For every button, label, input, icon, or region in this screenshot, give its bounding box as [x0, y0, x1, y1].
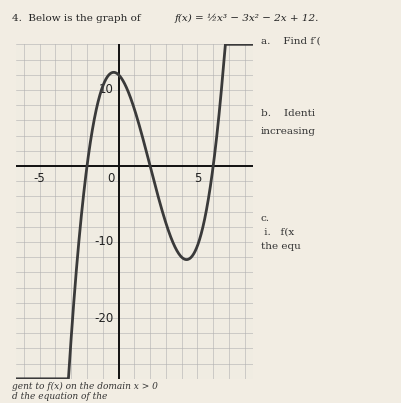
- Text: d the equation of the: d the equation of the: [12, 392, 107, 401]
- Text: 5: 5: [194, 172, 201, 185]
- Text: a.    Find f′(: a. Find f′(: [261, 36, 320, 45]
- Text: gent to f(x) on the domain x > 0: gent to f(x) on the domain x > 0: [12, 382, 158, 391]
- Text: 10: 10: [99, 83, 114, 96]
- Text: f(x) = ½x³ − 3x² − 2x + 12.: f(x) = ½x³ − 3x² − 2x + 12.: [174, 14, 319, 23]
- Text: 0: 0: [107, 172, 115, 185]
- Text: i.   f(x: i. f(x: [261, 228, 294, 237]
- Text: 4.  Below is the graph of: 4. Below is the graph of: [12, 14, 144, 23]
- Text: the equ: the equ: [261, 242, 300, 251]
- Text: b.    Identi: b. Identi: [261, 109, 315, 118]
- Text: increasing: increasing: [261, 127, 316, 136]
- Text: c.: c.: [261, 214, 269, 222]
- Text: -20: -20: [95, 312, 114, 324]
- Text: -5: -5: [34, 172, 46, 185]
- Text: -10: -10: [95, 235, 114, 249]
